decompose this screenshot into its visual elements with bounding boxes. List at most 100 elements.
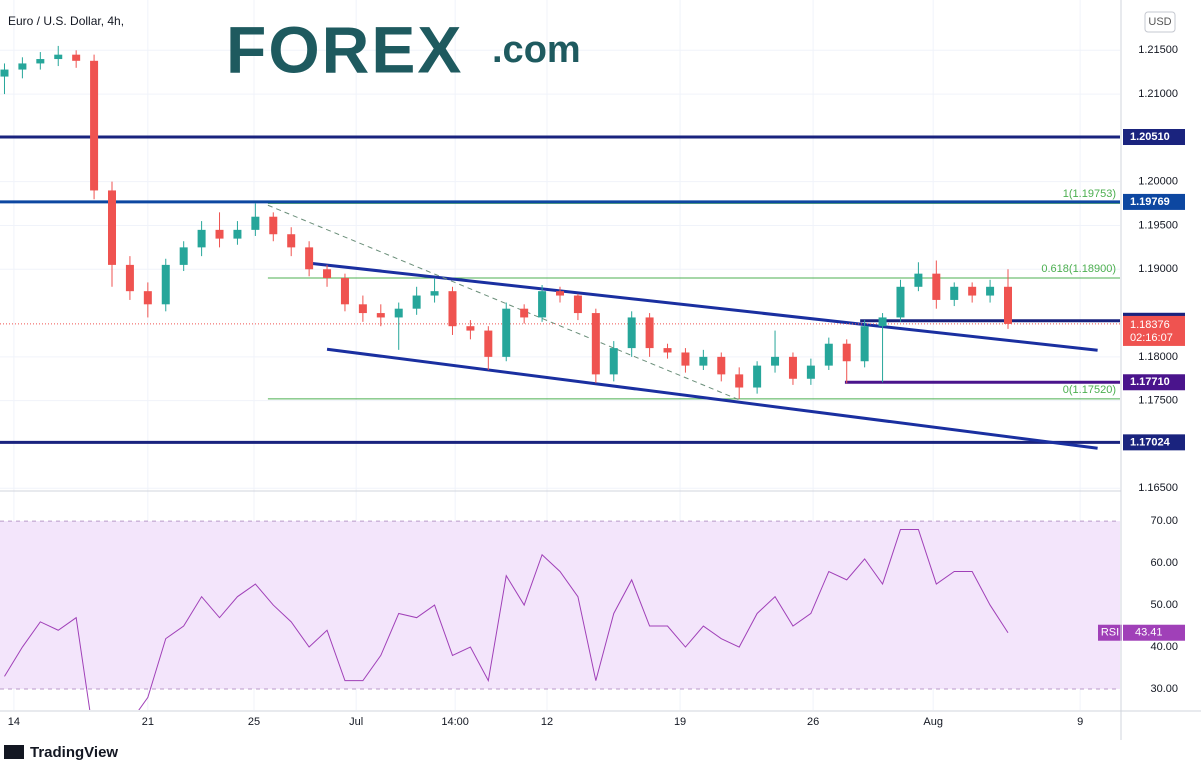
candle-body	[161, 264, 170, 305]
candle-body	[645, 317, 654, 349]
rsi-line	[4, 529, 1009, 710]
candle-body	[914, 273, 923, 287]
candle-body	[842, 343, 851, 362]
y-tick-label: 60.00	[1150, 557, 1178, 569]
level-label: 1.20510	[1130, 131, 1170, 143]
trendline	[309, 261, 1098, 352]
candle-body	[358, 304, 367, 314]
last-price-badge	[1123, 315, 1185, 346]
candle-body	[394, 308, 403, 318]
y-tick-label: 1.19000	[1138, 263, 1178, 275]
candle-body	[968, 286, 977, 296]
countdown: 02:16:07	[1130, 332, 1173, 344]
logo-suffix: .com	[492, 29, 581, 71]
candle-body	[788, 356, 797, 379]
y-tick-label: 50.00	[1150, 599, 1178, 611]
y-tick-label: 70.00	[1150, 515, 1178, 527]
candle-body	[753, 365, 762, 388]
x-tick-label: 14:00	[441, 716, 469, 728]
rsi-value: 43.41	[1135, 627, 1163, 639]
candle-body	[556, 291, 564, 296]
candle-body	[72, 54, 81, 61]
candle-body	[287, 234, 296, 248]
candle-body	[179, 247, 188, 265]
candle-body	[448, 291, 457, 327]
candle-body	[896, 286, 905, 318]
candle-body	[1004, 286, 1012, 324]
candle-body	[125, 264, 134, 292]
fib-label: 0.618(1.18900)	[1041, 263, 1116, 275]
fib-label: 0(1.17520)	[1063, 384, 1116, 396]
trendline	[326, 347, 1098, 450]
candle-body	[54, 54, 63, 60]
rsi-name: RSI	[1101, 627, 1119, 639]
x-tick-label: 12	[541, 716, 553, 728]
candle-body	[484, 330, 493, 357]
candle-body	[269, 216, 278, 235]
candle-body	[538, 291, 547, 318]
y-tick-label: 1.16500	[1138, 482, 1178, 494]
candle-body	[340, 278, 349, 305]
candle-body	[950, 286, 959, 300]
rsi-name-badge	[1098, 624, 1122, 641]
level-label: 1.17710	[1130, 376, 1170, 388]
x-tick-label: 26	[807, 716, 819, 728]
fib-label: 1(1.19753)	[1063, 188, 1116, 200]
candle-body	[986, 286, 995, 296]
x-tick-label: Aug	[923, 716, 943, 728]
candle-body	[663, 348, 672, 353]
y-tick-label: 30.00	[1150, 683, 1178, 695]
x-tick-label: 21	[142, 716, 154, 728]
tv-icon	[4, 745, 24, 759]
candle-body	[681, 352, 690, 366]
candle-body	[215, 229, 224, 239]
candle-body	[251, 216, 260, 230]
candle-body	[90, 60, 99, 191]
candle-body	[0, 69, 9, 77]
logo: FOREX	[226, 12, 463, 86]
level-badge	[1123, 193, 1185, 210]
trendline	[267, 204, 741, 401]
footer-brand: TradingView	[30, 744, 118, 761]
candle-body	[573, 295, 582, 314]
y-tick-label: 1.17500	[1138, 395, 1178, 407]
candle-body	[878, 317, 887, 327]
candle-body	[197, 229, 206, 248]
y-tick-label: 40.00	[1150, 641, 1178, 653]
x-tick-label: 9	[1077, 716, 1083, 728]
level-badge	[1123, 374, 1185, 391]
candle-body	[591, 313, 600, 375]
level-badge	[1123, 434, 1185, 451]
y-tick-label: 1.20000	[1138, 176, 1178, 188]
candle-body	[430, 291, 439, 296]
candle-body	[108, 190, 116, 265]
level-label: 1.17024	[1130, 436, 1171, 448]
symbol-title: Euro / U.S. Dollar, 4h,	[8, 14, 124, 28]
x-tick-label: 14	[8, 716, 20, 728]
candle-body	[824, 343, 833, 366]
candle-body	[717, 356, 726, 375]
candle-body	[627, 317, 636, 349]
candle-body	[412, 295, 421, 309]
candle-body	[323, 269, 332, 279]
candle-body	[520, 308, 529, 318]
x-tick-label: 19	[674, 716, 686, 728]
candle-body	[806, 365, 815, 379]
candle-body	[735, 374, 744, 388]
candle-body	[932, 273, 941, 300]
last-price-label: 1.18376	[1130, 319, 1170, 331]
y-tick-label: 1.19500	[1138, 219, 1178, 231]
candle-body	[860, 326, 869, 362]
currency: USD	[1148, 16, 1171, 28]
candle-body	[36, 59, 45, 64]
candle-body	[609, 348, 618, 375]
currency-box[interactable]	[1144, 11, 1176, 33]
candle-body	[305, 247, 314, 270]
candle-body	[233, 229, 242, 239]
rsi-band	[0, 521, 1120, 690]
level-badge	[1123, 129, 1185, 146]
candle-body	[771, 356, 780, 366]
x-tick-label: Jul	[349, 716, 363, 728]
candle-body	[376, 313, 385, 318]
